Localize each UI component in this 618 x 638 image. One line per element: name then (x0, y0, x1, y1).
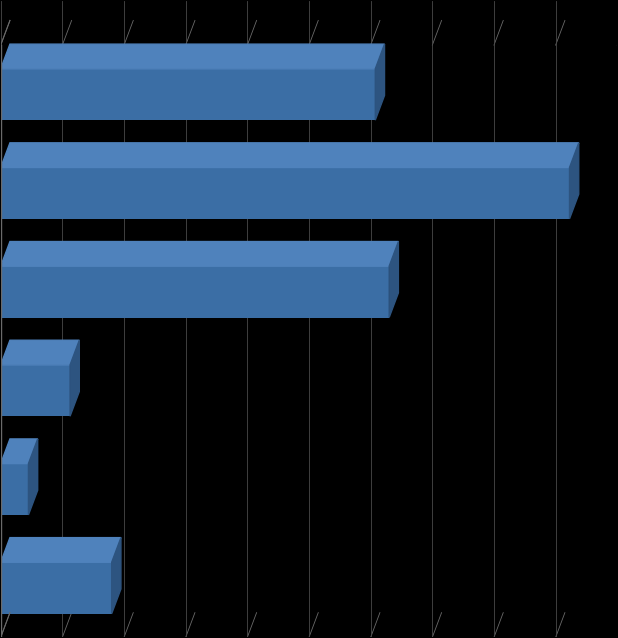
Bar (1, 365, 70, 416)
Bar (1, 562, 112, 614)
Polygon shape (1, 538, 121, 562)
Polygon shape (1, 44, 384, 69)
Polygon shape (1, 242, 399, 266)
Polygon shape (112, 538, 121, 614)
Polygon shape (389, 242, 399, 318)
Polygon shape (28, 439, 38, 515)
Polygon shape (70, 340, 79, 416)
Bar (1, 464, 28, 515)
Polygon shape (1, 439, 38, 464)
Polygon shape (570, 143, 579, 219)
Polygon shape (1, 143, 579, 168)
Bar (1, 168, 570, 219)
Bar (1, 69, 375, 120)
Bar (1, 266, 389, 318)
Polygon shape (1, 340, 79, 365)
Polygon shape (375, 44, 384, 120)
